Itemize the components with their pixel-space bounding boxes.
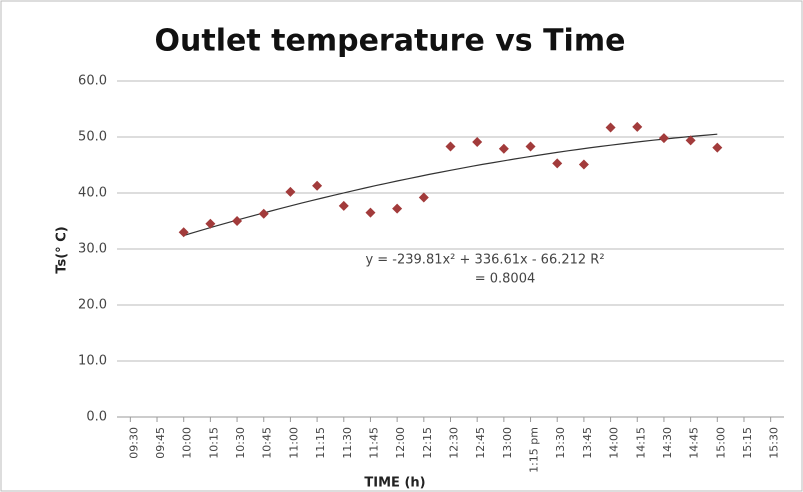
- x-tick-label: 14:30: [661, 427, 674, 459]
- x-tick-label: 10:15: [207, 427, 220, 459]
- point: [712, 142, 723, 153]
- x-tick-label: 14:15: [634, 427, 647, 459]
- x-tick-label: 11:30: [341, 427, 354, 459]
- chart-title: Outlet temperature vs Time: [155, 24, 626, 59]
- y-tick-label: 20.0: [78, 298, 107, 313]
- x-tick-label: 15:00: [714, 427, 727, 459]
- x-tick-label: 15:30: [768, 427, 781, 459]
- point: [392, 203, 403, 214]
- trendline-r2: = 0.8004: [475, 272, 536, 287]
- x-tick-label: 11:15: [314, 427, 327, 459]
- x-tick-label: 09:45: [154, 427, 167, 459]
- x-tick-label: 11:45: [367, 427, 380, 459]
- x-tick-label: 15:15: [741, 427, 754, 459]
- point: [525, 141, 536, 152]
- point: [552, 158, 563, 169]
- point: [658, 133, 669, 144]
- point: [232, 216, 243, 226]
- x-tick-label: 10:45: [261, 427, 274, 459]
- x-tick-label: 10:00: [181, 427, 194, 459]
- point: [365, 207, 376, 218]
- point: [285, 186, 296, 197]
- point: [498, 143, 509, 154]
- x-tick-label: 13:00: [501, 427, 514, 459]
- point: [445, 141, 456, 152]
- x-axis-label: TIME (h): [364, 476, 425, 491]
- point: [178, 227, 189, 238]
- x-tick-label: 14:45: [688, 427, 701, 459]
- trendline: [183, 133, 718, 237]
- y-tick-label: 0.0: [86, 410, 107, 425]
- x-tick-label: 12:30: [448, 427, 461, 459]
- y-tick-label: 30.0: [78, 242, 107, 257]
- point: [632, 121, 643, 132]
- x-tick-label: 1:15 pm: [528, 427, 541, 473]
- point: [312, 180, 323, 191]
- x-tick-label: 11:00: [287, 427, 300, 459]
- x-tick-label: 10:30: [234, 427, 247, 459]
- x-tick-label: 14:00: [608, 427, 621, 459]
- point: [472, 137, 483, 148]
- x-tick-label: 13:30: [554, 427, 567, 459]
- point: [205, 218, 216, 229]
- x-tick-label: 13:45: [581, 427, 594, 459]
- x-tick-label: 12:15: [421, 427, 434, 459]
- y-tick-label: 50.0: [78, 130, 107, 145]
- x-tick-label: 09:30: [127, 427, 140, 459]
- y-tick-label: 10.0: [78, 354, 107, 369]
- x-tick-label: 12:45: [474, 427, 487, 459]
- point: [338, 200, 349, 211]
- point: [578, 159, 589, 170]
- x-tick-label: 12:00: [394, 427, 407, 459]
- trendline-equation: y = -239.81x² + 336.61x - 66.212 R²: [365, 253, 604, 268]
- y-tick-label: 60.0: [78, 74, 107, 89]
- point: [605, 122, 616, 133]
- y-axis-label: Ts(° C): [55, 226, 70, 273]
- y-tick-label: 40.0: [78, 186, 107, 201]
- point: [258, 208, 269, 219]
- point: [685, 135, 696, 146]
- point: [418, 192, 429, 203]
